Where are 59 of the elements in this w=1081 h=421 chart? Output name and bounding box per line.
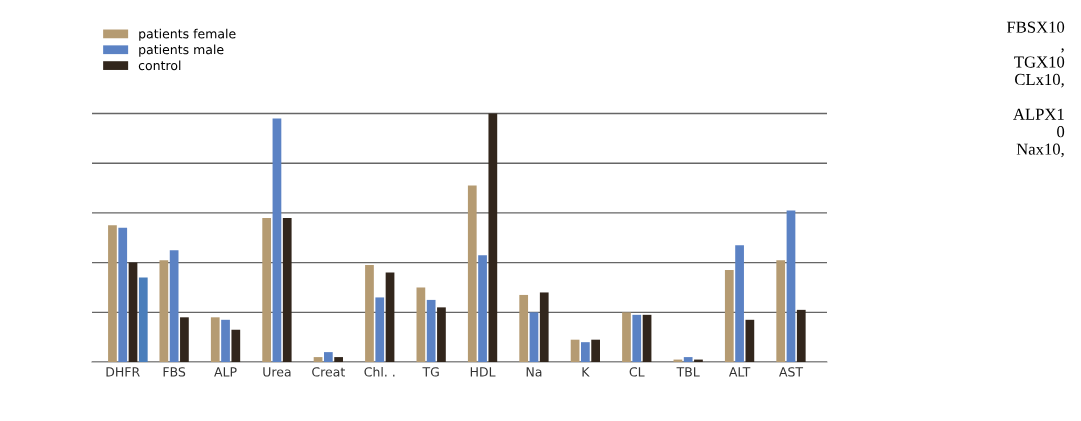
bar — [262, 217, 272, 363]
bar — [581, 342, 590, 363]
bar — [365, 265, 374, 363]
bar — [426, 299, 436, 363]
x-tick-label: DHFR — [106, 367, 140, 377]
bar — [180, 317, 189, 363]
x-tick-label: Creat — [312, 367, 345, 377]
bar — [128, 262, 138, 363]
bar — [488, 113, 498, 363]
x-tick-label: CL — [629, 367, 645, 377]
bar — [632, 314, 642, 363]
bar — [282, 217, 292, 363]
x-tick-label: ALP — [214, 367, 237, 377]
bar — [159, 260, 169, 363]
bar — [118, 227, 128, 363]
bar — [272, 118, 282, 363]
bar — [519, 294, 529, 363]
bar — [231, 329, 241, 363]
bar — [642, 314, 652, 363]
bar — [724, 270, 734, 363]
bar — [210, 317, 220, 363]
bar — [334, 357, 343, 363]
bar — [385, 272, 395, 363]
bar — [437, 307, 446, 363]
bar — [570, 339, 580, 363]
bar — [375, 297, 385, 363]
legend-label: patients female — [139, 28, 236, 41]
bar — [776, 260, 786, 363]
bar — [478, 255, 487, 363]
bar — [221, 319, 230, 363]
x-tick-label: ALT — [728, 367, 751, 377]
bar — [735, 245, 744, 363]
x-tick-label: HDL — [470, 367, 496, 377]
bar — [622, 312, 631, 363]
bar — [683, 357, 693, 363]
x-tick-label: FBS — [163, 367, 186, 377]
bar — [323, 352, 333, 363]
bar — [138, 277, 148, 363]
x-tick-label: AST — [779, 367, 804, 377]
bar — [786, 210, 796, 363]
bar — [108, 225, 117, 363]
legend-label: control — [138, 60, 181, 71]
legend-label: patients male — [139, 44, 224, 57]
x-tick-label: TBL — [676, 367, 700, 377]
x-tick-label: Na — [526, 367, 542, 377]
bar — [539, 292, 549, 363]
text: FBSX10 , TGX10 CLx10, ALPX1 0 Nax10, — [1006, 21, 1065, 158]
bar — [169, 250, 179, 363]
bar — [529, 312, 539, 363]
bar — [796, 309, 806, 363]
bar — [591, 339, 601, 363]
x-tick-label: Chl. . — [364, 366, 395, 377]
x-tick-label: K — [582, 367, 590, 377]
bar — [416, 287, 426, 363]
bar — [467, 185, 477, 363]
bar — [745, 319, 755, 363]
x-tick-label: Urea — [263, 367, 291, 377]
bar — [313, 357, 323, 363]
x-tick-label: TG — [422, 367, 439, 377]
